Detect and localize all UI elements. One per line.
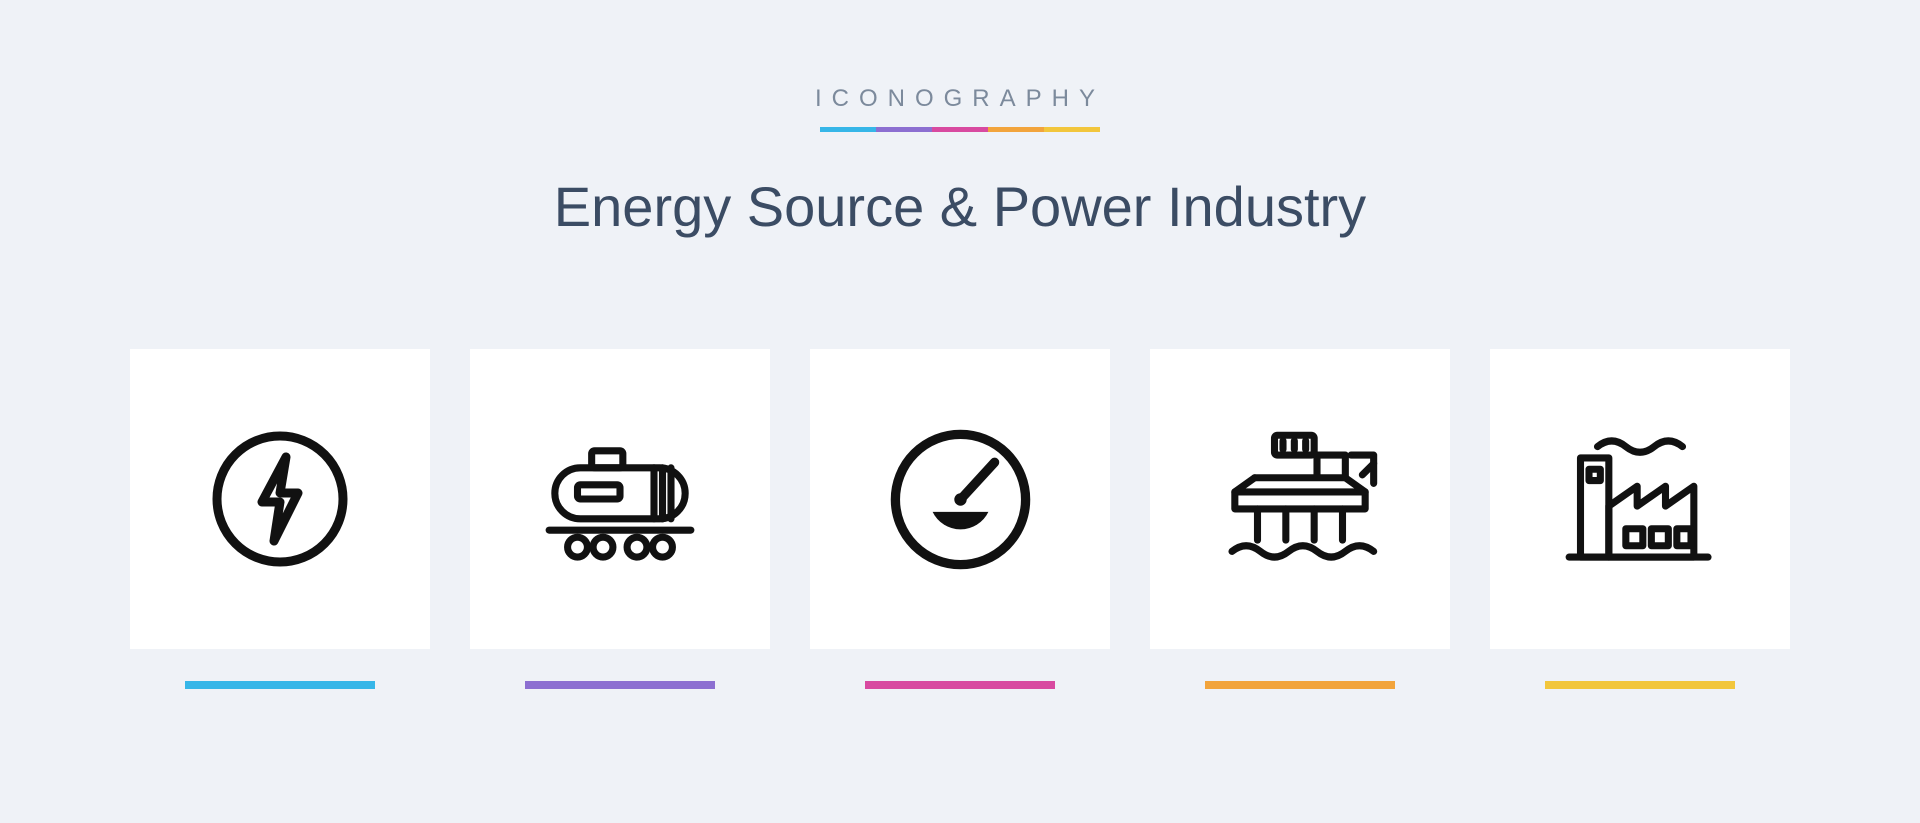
icon-tile [130, 349, 430, 649]
icon-tile [470, 349, 770, 649]
stage: ICONOGRAPHY Energy Source & Power Indust… [0, 0, 1920, 823]
card-underline [185, 681, 375, 689]
gauge-icon [875, 414, 1045, 584]
brand-underline [820, 127, 1100, 132]
card-underline [1545, 681, 1735, 689]
card-underline [865, 681, 1055, 689]
header: ICONOGRAPHY Energy Source & Power Indust… [554, 85, 1366, 239]
brand-underline-seg [988, 127, 1044, 132]
factory-icon [1555, 414, 1725, 584]
icon-tile [810, 349, 1110, 649]
icon-card [1490, 349, 1790, 689]
card-underline [525, 681, 715, 689]
brand-underline-seg [876, 127, 932, 132]
icon-card [810, 349, 1110, 689]
brand-underline-seg [820, 127, 876, 132]
brand-underline-seg [932, 127, 988, 132]
card-row [130, 349, 1790, 689]
brand-label: ICONOGRAPHY [815, 85, 1105, 113]
icon-card [1150, 349, 1450, 689]
page-title: Energy Source & Power Industry [554, 174, 1366, 239]
brand-underline-seg [1044, 127, 1100, 132]
oil-tanker-icon [535, 414, 705, 584]
power-bolt-icon [195, 414, 365, 584]
card-underline [1205, 681, 1395, 689]
icon-tile [1150, 349, 1450, 649]
oil-rig-icon [1215, 414, 1385, 584]
icon-card [130, 349, 430, 689]
icon-card [470, 349, 770, 689]
icon-tile [1490, 349, 1790, 649]
